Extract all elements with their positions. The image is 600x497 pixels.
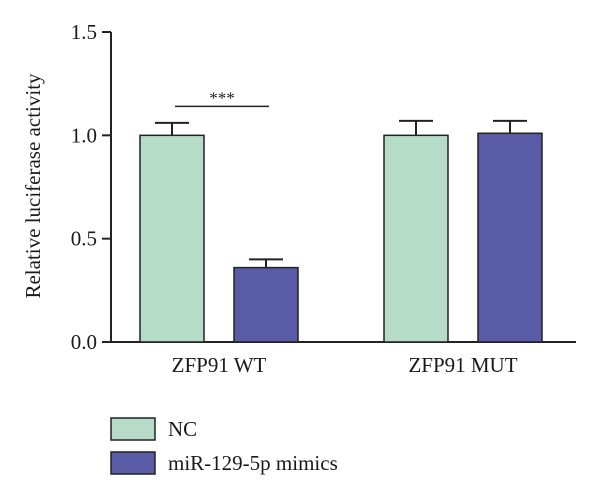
y-tick-label: 0.5 <box>71 227 97 251</box>
legend-label: NC <box>168 417 197 441</box>
bar <box>139 134 205 343</box>
bar <box>383 134 449 343</box>
legend-label: miR-129-5p mimics <box>168 451 338 475</box>
bars <box>139 132 543 343</box>
x-axis: ZFP91 WT ZFP91 MUT <box>111 341 576 377</box>
y-tick-label: 1.0 <box>71 123 97 147</box>
y-axis: 0.0 0.5 1.0 1.5 <box>71 20 112 354</box>
significance-annotations: *** <box>175 88 269 107</box>
error-bars <box>155 119 527 268</box>
x-category-label: ZFP91 WT <box>172 353 267 377</box>
significance-label: *** <box>209 88 235 107</box>
bar <box>477 132 543 343</box>
y-tick-label: 0.0 <box>71 330 97 354</box>
legend-swatch <box>110 417 156 441</box>
legend-swatch <box>110 451 156 475</box>
y-axis-label: Relative luciferase activity <box>21 73 45 299</box>
y-tick-label: 1.5 <box>71 20 97 44</box>
bar <box>233 266 299 343</box>
x-category-label: ZFP91 MUT <box>408 353 517 377</box>
legend: NC miR-129-5p mimics <box>110 417 338 475</box>
